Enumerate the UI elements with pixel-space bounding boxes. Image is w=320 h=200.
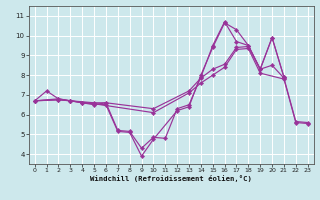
X-axis label: Windchill (Refroidissement éolien,°C): Windchill (Refroidissement éolien,°C)	[90, 175, 252, 182]
